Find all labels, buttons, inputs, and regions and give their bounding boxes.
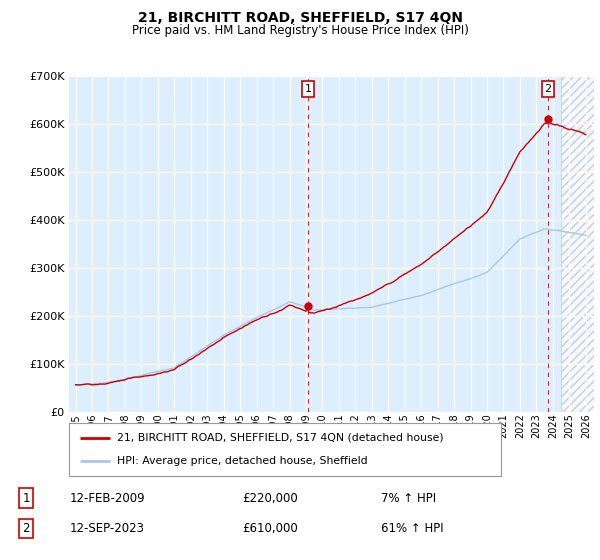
Text: 21, BIRCHITT ROAD, SHEFFIELD, S17 4QN: 21, BIRCHITT ROAD, SHEFFIELD, S17 4QN: [137, 11, 463, 25]
Text: 1: 1: [304, 84, 311, 94]
Text: 12-FEB-2009: 12-FEB-2009: [70, 492, 145, 505]
Text: 12-SEP-2023: 12-SEP-2023: [70, 522, 145, 535]
Bar: [561, 76, 594, 412]
Text: 21, BIRCHITT ROAD, SHEFFIELD, S17 4QN (detached house): 21, BIRCHITT ROAD, SHEFFIELD, S17 4QN (d…: [116, 433, 443, 443]
Text: £610,000: £610,000: [242, 522, 298, 535]
Text: 2: 2: [545, 84, 551, 94]
Text: 1: 1: [22, 492, 30, 505]
Text: HPI: Average price, detached house, Sheffield: HPI: Average price, detached house, Shef…: [116, 456, 367, 466]
Text: £220,000: £220,000: [242, 492, 298, 505]
Text: 61% ↑ HPI: 61% ↑ HPI: [380, 522, 443, 535]
Text: 2: 2: [22, 522, 30, 535]
Text: 7% ↑ HPI: 7% ↑ HPI: [380, 492, 436, 505]
Text: Price paid vs. HM Land Registry's House Price Index (HPI): Price paid vs. HM Land Registry's House …: [131, 24, 469, 36]
